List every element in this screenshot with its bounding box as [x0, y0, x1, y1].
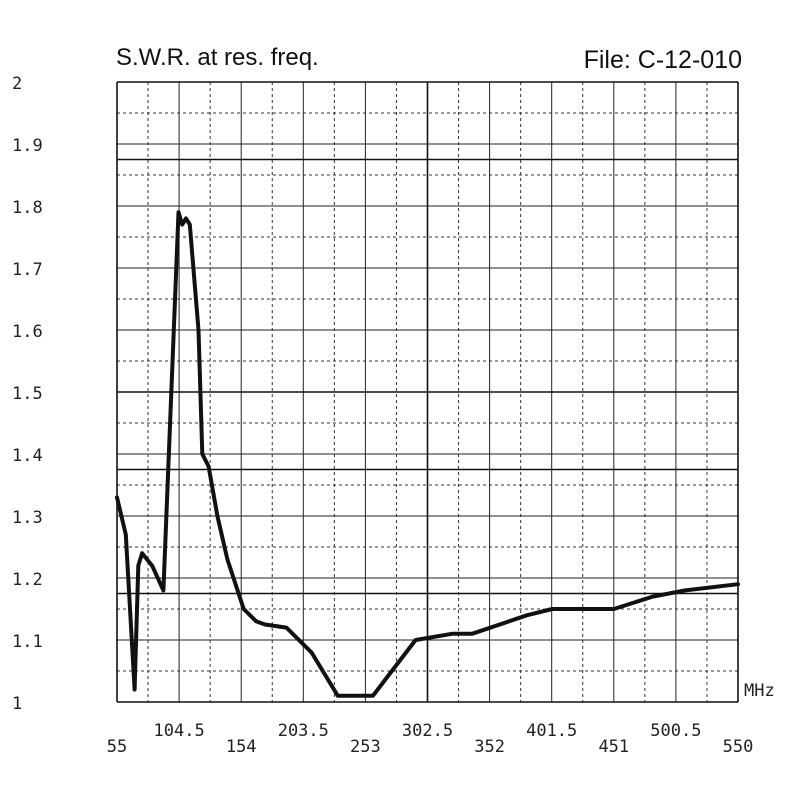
y-tick-label: 1.4: [12, 446, 43, 466]
major-grid: [116, 81, 739, 703]
series-line: [115, 210, 740, 698]
y-tick-label: 1.3: [12, 508, 43, 528]
x-tick-label: 104.5: [154, 721, 205, 741]
y-tick-label: 1.7: [12, 260, 43, 280]
y-tick-label: 1.2: [12, 570, 43, 590]
file-label: File: C-12-010: [583, 46, 742, 74]
y-tick-label: 1.1: [12, 632, 43, 652]
y-tick-label: 1: [12, 694, 22, 714]
chart-title: S.W.R. at res. freq.: [116, 44, 319, 71]
x-tick-label: 55: [107, 737, 127, 757]
x-tick-label: 302.5: [402, 721, 453, 741]
y-tick-label: 1.5: [12, 384, 43, 404]
y-tick-label: 1.8: [12, 198, 43, 218]
x-tick-label: 500.5: [650, 721, 701, 741]
y-tick-label: 2: [12, 74, 22, 94]
x-tick-label: 352: [474, 737, 505, 757]
x-tick-label: 401.5: [526, 721, 577, 741]
y-axis-ticks: 1 1.1 1.2 1.3 1.4 1.5 1.6 1.7 1.8 1.9 2: [12, 74, 43, 714]
series-layer: [115, 210, 740, 698]
x-tick-label: 203.5: [278, 721, 329, 741]
y-tick-label: 1.6: [12, 322, 43, 342]
x-tick-label: 550: [723, 737, 754, 757]
y-tick-label: 1.9: [12, 136, 43, 156]
x-unit-label: MHz: [744, 681, 775, 701]
x-tick-label: 451: [598, 737, 629, 757]
x-tick-label: 154: [226, 737, 257, 757]
x-axis-ticks: 55 104.5 154 203.5 253 302.5 352 401.5 451 500.5 5…: [107, 721, 754, 757]
x-tick-label: 253: [350, 737, 381, 757]
minor-grid: [117, 82, 738, 702]
